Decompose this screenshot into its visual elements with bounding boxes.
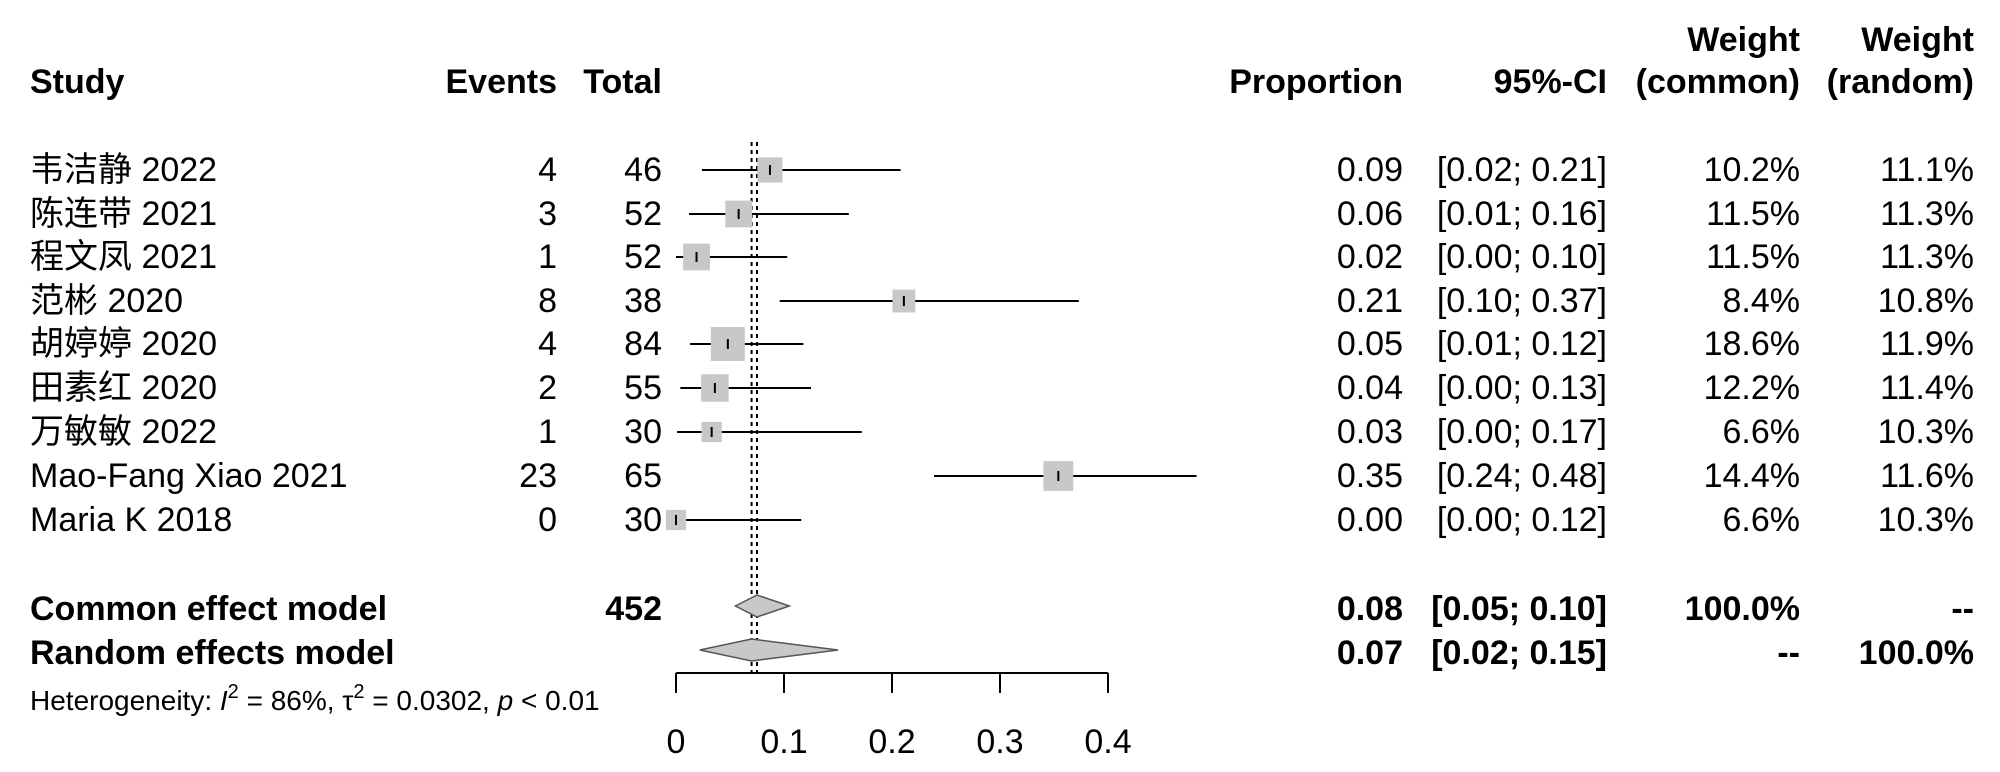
study-total: 52 <box>624 195 662 233</box>
study-total: 84 <box>624 325 662 363</box>
study-name: 陈连带 2021 <box>30 195 218 233</box>
heterogeneity-text: Heterogeneity: I2 = 86%, τ2 = 0.0302, p … <box>30 681 600 716</box>
study-proportion: 0.35 <box>1336 457 1403 495</box>
study-ci: [0.01; 0.16] <box>1436 195 1607 233</box>
header-ci: 95%-CI <box>1493 63 1607 101</box>
header-total: Total <box>583 63 662 101</box>
study-name: 程文凤 2021 <box>30 238 218 276</box>
x-tick-label: 0 <box>666 723 686 761</box>
study-weight-common: 12.2% <box>1703 369 1800 407</box>
study-proportion: 0.00 <box>1336 501 1403 539</box>
study-ci: [0.10; 0.37] <box>1436 282 1607 320</box>
study-events: 4 <box>538 151 557 189</box>
study-weight-random: 11.3% <box>1880 238 1974 276</box>
study-events: 1 <box>538 413 557 451</box>
study-total: 38 <box>624 282 662 320</box>
random-model-label: Random effects model <box>30 634 395 672</box>
header-proportion: Proportion <box>1229 63 1403 101</box>
random-effects-diamond <box>699 638 839 662</box>
study-weight-common: 6.6% <box>1722 501 1801 539</box>
study-weight-common: 11.5% <box>1706 238 1800 276</box>
study-weight-common: 14.4% <box>1703 457 1800 495</box>
header-weight-common-1: Weight <box>1687 21 1800 59</box>
header-weight-random-1: Weight <box>1861 21 1974 59</box>
study-events: 2 <box>538 369 557 407</box>
pooled-diamonds <box>699 594 839 662</box>
study-name: 万敏敏 2022 <box>30 413 218 451</box>
study-total: 30 <box>624 413 662 451</box>
common-model-proportion: 0.08 <box>1336 590 1403 628</box>
study-name: 范彬 2020 <box>30 282 184 320</box>
study-weight-common: 6.6% <box>1722 413 1801 451</box>
study-events: 0 <box>538 501 557 539</box>
study-weight-common: 8.4% <box>1722 282 1801 320</box>
study-total: 46 <box>624 151 662 189</box>
study-proportion: 0.03 <box>1336 413 1403 451</box>
study-events: 1 <box>538 238 557 276</box>
x-tick-label: 0.4 <box>1084 723 1132 761</box>
study-events: 3 <box>538 195 557 233</box>
random-model-weight-random: 100.0% <box>1858 634 1974 672</box>
study-proportion: 0.02 <box>1336 238 1403 276</box>
x-tick-label: 0.2 <box>868 723 916 761</box>
study-ci: [0.00; 0.10] <box>1436 238 1607 276</box>
study-weight-common: 11.5% <box>1706 195 1800 233</box>
study-weight-random: 10.3% <box>1877 413 1974 451</box>
study-total: 65 <box>624 457 662 495</box>
study-weight-random: 11.4% <box>1880 369 1974 407</box>
common-model-total: 452 <box>605 590 662 628</box>
study-weight-random: 11.1% <box>1880 151 1974 189</box>
header-weight-common-2: (common) <box>1635 63 1800 101</box>
study-name: 胡婷婷 2020 <box>30 325 218 363</box>
study-events: 8 <box>538 282 557 320</box>
study-weight-random: 11.3% <box>1880 195 1974 233</box>
study-proportion: 0.05 <box>1336 325 1403 363</box>
study-weight-random: 10.8% <box>1877 282 1974 320</box>
x-tick-label: 0.3 <box>976 723 1024 761</box>
common-model-label: Common effect model <box>30 590 388 628</box>
random-model-weight-common: -- <box>1777 634 1800 672</box>
study-ci: [0.01; 0.12] <box>1436 325 1607 363</box>
header-study: Study <box>30 63 125 101</box>
x-tick-label: 0.1 <box>760 723 808 761</box>
study-events: 23 <box>519 457 557 495</box>
x-axis <box>675 672 1109 693</box>
study-ci: [0.00; 0.13] <box>1436 369 1607 407</box>
header-weight-random-2: (random) <box>1826 63 1974 101</box>
common-effect-diamond <box>733 594 792 618</box>
study-proportion: 0.04 <box>1336 369 1403 407</box>
study-ci: [0.00; 0.12] <box>1436 501 1607 539</box>
study-proportion: 0.06 <box>1336 195 1403 233</box>
study-ci: [0.02; 0.21] <box>1436 151 1607 189</box>
study-proportion: 0.09 <box>1336 151 1403 189</box>
study-events: 4 <box>538 325 557 363</box>
random-model-ci: [0.02; 0.15] <box>1431 634 1607 672</box>
study-total: 55 <box>624 369 662 407</box>
study-ci: [0.24; 0.48] <box>1436 457 1607 495</box>
header-events: Events <box>445 63 558 101</box>
study-weight-common: 10.2% <box>1703 151 1800 189</box>
study-name: 韦洁静 2022 <box>30 151 218 189</box>
study-ci: [0.00; 0.17] <box>1436 413 1607 451</box>
study-total: 30 <box>624 501 662 539</box>
common-model-weight-random: -- <box>1951 590 1974 628</box>
study-weight-random: 11.6% <box>1880 457 1974 495</box>
study-total: 52 <box>624 238 662 276</box>
study-boxes <box>665 157 1074 531</box>
random-model-proportion: 0.07 <box>1336 634 1403 672</box>
study-name: Maria K 2018 <box>30 501 233 539</box>
common-model-ci: [0.05; 0.10] <box>1431 590 1607 628</box>
study-weight-random: 11.9% <box>1880 325 1974 363</box>
ci-lines <box>676 169 1197 521</box>
study-name: Mao-Fang Xiao 2021 <box>30 457 348 495</box>
study-weight-random: 10.3% <box>1877 501 1974 539</box>
study-name: 田素红 2020 <box>30 369 218 407</box>
reference-lines <box>750 142 758 673</box>
study-proportion: 0.21 <box>1336 282 1403 320</box>
common-model-weight-common: 100.0% <box>1684 590 1800 628</box>
study-weight-common: 18.6% <box>1703 325 1800 363</box>
